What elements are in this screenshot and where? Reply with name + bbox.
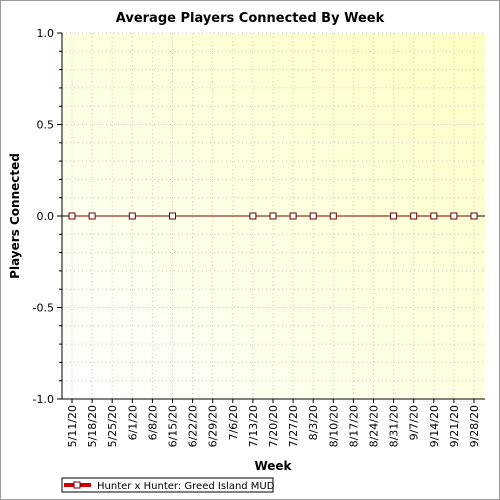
- data-point: [249, 212, 257, 220]
- y-tick-label: 0.5: [37, 119, 55, 132]
- data-point: [309, 212, 317, 220]
- data-point: [450, 212, 458, 220]
- data-point: [68, 212, 76, 220]
- data-point: [128, 212, 136, 220]
- x-tick-label: 7/13/20: [247, 405, 260, 447]
- x-tick-label: 8/31/20: [388, 405, 401, 447]
- x-tick-label: 6/29/20: [207, 405, 220, 447]
- x-tick-label: 6/8/20: [146, 405, 159, 440]
- x-tick-label: 5/25/20: [106, 405, 119, 447]
- x-axis-label: Week: [254, 459, 292, 473]
- x-tick-label: 8/3/20: [307, 405, 320, 440]
- y-tick-label: 1.0: [37, 27, 55, 40]
- chart-title: Average Players Connected By Week: [116, 11, 385, 26]
- series-layer: [68, 212, 478, 220]
- x-tick-label: 9/21/20: [448, 405, 461, 447]
- data-point: [88, 212, 96, 220]
- data-point: [289, 212, 297, 220]
- x-tick-label: 6/15/20: [167, 405, 180, 447]
- x-tick-label: 7/6/20: [227, 405, 240, 440]
- x-tick-label: 5/11/20: [66, 405, 79, 447]
- data-point: [329, 212, 337, 220]
- legend-swatch-marker: [73, 481, 81, 489]
- legend-entry-label: Hunter x Hunter: Greed Island MUD: [97, 481, 275, 492]
- y-tick-labels: 1.0 0.5 0.0 -0.5 -1.0: [33, 27, 54, 406]
- x-tick-label: 8/17/20: [347, 405, 360, 447]
- y-tick-label: -1.0: [33, 393, 54, 406]
- x-tick-label: 6/1/20: [126, 405, 139, 440]
- x-tick-labels: 5/11/20 5/18/20 5/25/20 6/1/20 6/8/20 6/15/20…: [66, 405, 481, 447]
- legend-box: [61, 477, 274, 493]
- y-tick-label: 0.0: [37, 210, 55, 223]
- data-point: [269, 212, 277, 220]
- y-axis-label: Players Connected: [8, 153, 22, 279]
- x-tick-label: 6/22/20: [187, 405, 200, 447]
- data-point: [410, 212, 418, 220]
- y-tick-label: -0.5: [33, 302, 54, 315]
- x-tick-label: 8/10/20: [327, 405, 340, 447]
- data-point: [430, 212, 438, 220]
- data-point: [169, 212, 176, 220]
- x-tick-label: 7/20/20: [267, 405, 280, 447]
- grid: [62, 32, 485, 400]
- x-tick-label: 8/24/20: [368, 405, 381, 447]
- legend: Hunter x Hunter: Greed Island MUD: [61, 477, 275, 493]
- data-point: [470, 212, 478, 220]
- data-point: [390, 212, 398, 220]
- x-tick-label: 7/27/20: [287, 405, 300, 447]
- x-tick-label: 5/18/20: [86, 405, 99, 447]
- x-tick-label: 9/28/20: [468, 405, 481, 447]
- x-tick-label: 9/7/20: [408, 405, 421, 440]
- x-tick-label: 9/14/20: [428, 405, 441, 447]
